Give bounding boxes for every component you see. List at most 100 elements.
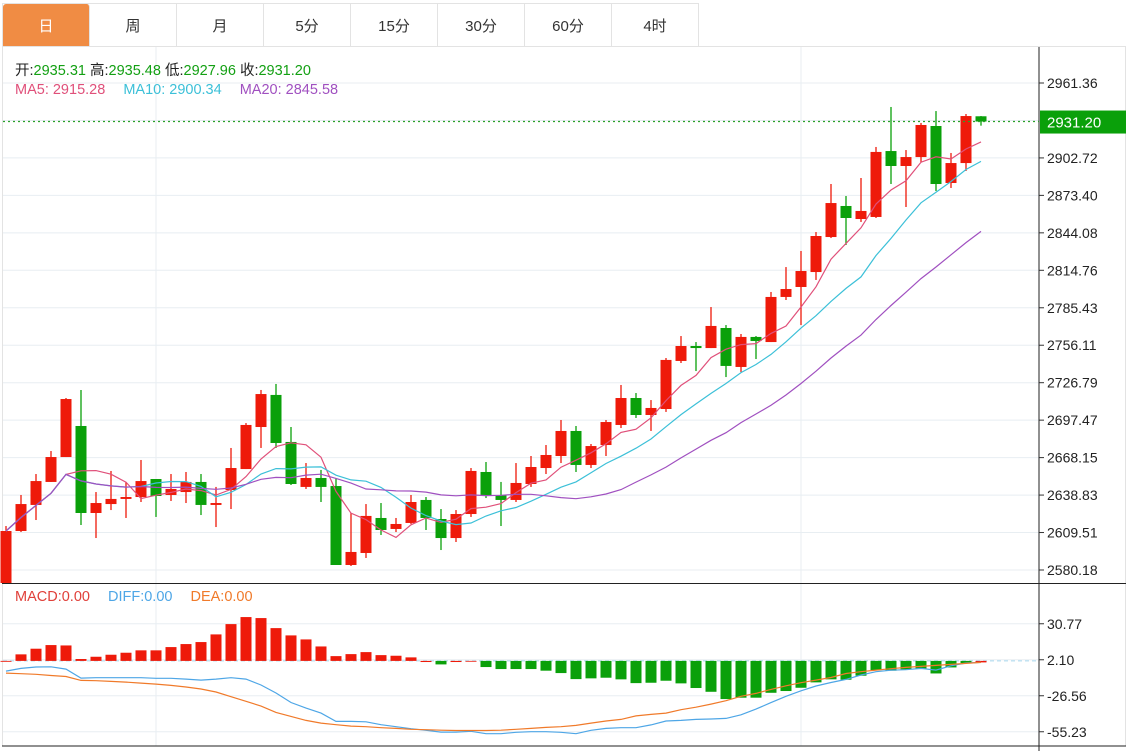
- candle-up: [465, 470, 477, 515]
- chart-frame: [2, 46, 1126, 746]
- candle-up: [870, 151, 882, 217]
- macd-bar: [420, 660, 432, 663]
- ma5-value: MA5: 2915.28: [15, 82, 106, 98]
- candle-up: [525, 466, 537, 484]
- price-tick-label: 2697.47: [1047, 412, 1098, 428]
- macd-bar: [705, 660, 717, 692]
- tab-month[interactable]: 月: [177, 4, 264, 47]
- macd-bar: [510, 660, 522, 670]
- candle-up: [135, 481, 147, 498]
- macd-bar: [390, 655, 402, 661]
- price-tick-label: 2785.43: [1047, 300, 1098, 316]
- ohlc-legend: 开:2935.31 高:2935.48 低:2927.96 收:2931.20: [15, 59, 311, 80]
- macd-bar: [780, 660, 792, 692]
- diff-value: DIFF:0.00: [107, 589, 173, 605]
- candle-down: [630, 398, 642, 416]
- macd-value: MACD:0.00: [15, 589, 90, 605]
- candle-up: [660, 359, 672, 409]
- low-value: 2927.96: [183, 63, 236, 79]
- candle-up: [585, 446, 597, 465]
- candle-up: [45, 457, 57, 482]
- candle-up: [60, 399, 72, 458]
- dea-line: [5, 661, 982, 732]
- candle-up: [240, 424, 252, 470]
- candle-up: [225, 468, 237, 490]
- macd-bar: [120, 652, 132, 661]
- macd-bar: [630, 660, 642, 684]
- price-tick-label: 2961.36: [1047, 75, 1098, 91]
- tab-5min[interactable]: 5分: [264, 4, 351, 47]
- candle-up: [510, 482, 522, 500]
- candle-up: [810, 236, 822, 273]
- candle-up: [765, 296, 777, 343]
- price-tick-label: 2609.51: [1047, 525, 1098, 541]
- candle-up: [855, 210, 867, 220]
- candle-up: [675, 346, 687, 361]
- macd-bar: [0, 660, 12, 662]
- candle-down: [330, 486, 342, 565]
- candle-down: [420, 499, 432, 518]
- macd-bar: [480, 660, 492, 668]
- candle-down: [975, 116, 987, 122]
- diff-line: [5, 661, 982, 735]
- macd-tick-label: 30.77: [1047, 616, 1082, 632]
- price-tick-label: 2580.18: [1047, 562, 1098, 578]
- candle-down: [570, 430, 582, 465]
- macd-bar: [930, 660, 942, 674]
- macd-bar: [195, 642, 207, 661]
- candle-up: [345, 551, 357, 565]
- macd-bar: [405, 657, 417, 661]
- tab-week[interactable]: 周: [90, 4, 177, 47]
- macd-bar: [960, 660, 972, 664]
- macd-bar: [735, 660, 747, 698]
- macd-bar: [750, 660, 762, 698]
- candle-down: [195, 481, 207, 505]
- ma-legend: MA5: 2915.28 MA10: 2900.34 MA20: 2845.58: [15, 82, 338, 98]
- candle-up: [30, 481, 42, 505]
- macd-bar: [435, 660, 447, 665]
- candle-up: [300, 477, 312, 487]
- candle-up: [390, 523, 402, 529]
- macd-bar: [900, 660, 912, 670]
- macd-bar: [135, 650, 147, 661]
- macd-bar: [525, 660, 537, 670]
- macd-tick-label: -55.23: [1047, 724, 1087, 740]
- macd-bar: [330, 656, 342, 661]
- candle-down: [930, 126, 942, 185]
- macd-tick-label: 2.10: [1047, 652, 1074, 668]
- price-tick-label: 2844.08: [1047, 225, 1098, 241]
- candle-up: [555, 430, 567, 457]
- macd-bar: [450, 660, 462, 663]
- macd-bar: [315, 646, 327, 661]
- price-tick-label: 2638.83: [1047, 487, 1098, 503]
- macd-bar: [645, 660, 657, 683]
- macd-bar: [60, 645, 72, 661]
- candle-down: [480, 471, 492, 495]
- price-tick-label: 2873.40: [1047, 187, 1098, 203]
- tab-15min[interactable]: 15分: [351, 4, 438, 47]
- macd-bar: [345, 654, 357, 661]
- tab-day[interactable]: 日: [3, 4, 90, 47]
- candle-up: [0, 531, 12, 583]
- macd-legend: MACD:0.00 DIFF:0.00 DEA:0.00: [15, 589, 253, 605]
- macd-bar: [90, 656, 102, 661]
- candle-up: [120, 497, 132, 499]
- tab-30min[interactable]: 30分: [438, 4, 525, 47]
- candle-up: [210, 503, 222, 505]
- candle-up: [795, 271, 807, 287]
- macd-bar: [825, 660, 837, 680]
- tab-4hour[interactable]: 4时: [612, 4, 699, 47]
- macd-bar: [15, 654, 27, 661]
- candle-down: [690, 346, 702, 349]
- macd-bar: [495, 660, 507, 670]
- candle-up: [915, 124, 927, 158]
- macd-bar: [690, 660, 702, 689]
- candle-down: [75, 425, 87, 513]
- macd-bar: [975, 660, 987, 663]
- tab-60min[interactable]: 60分: [525, 4, 612, 47]
- macd-bar: [600, 660, 612, 678]
- ma10-line: [5, 160, 982, 532]
- macd-bar: [180, 644, 192, 661]
- macd-bar: [375, 655, 387, 661]
